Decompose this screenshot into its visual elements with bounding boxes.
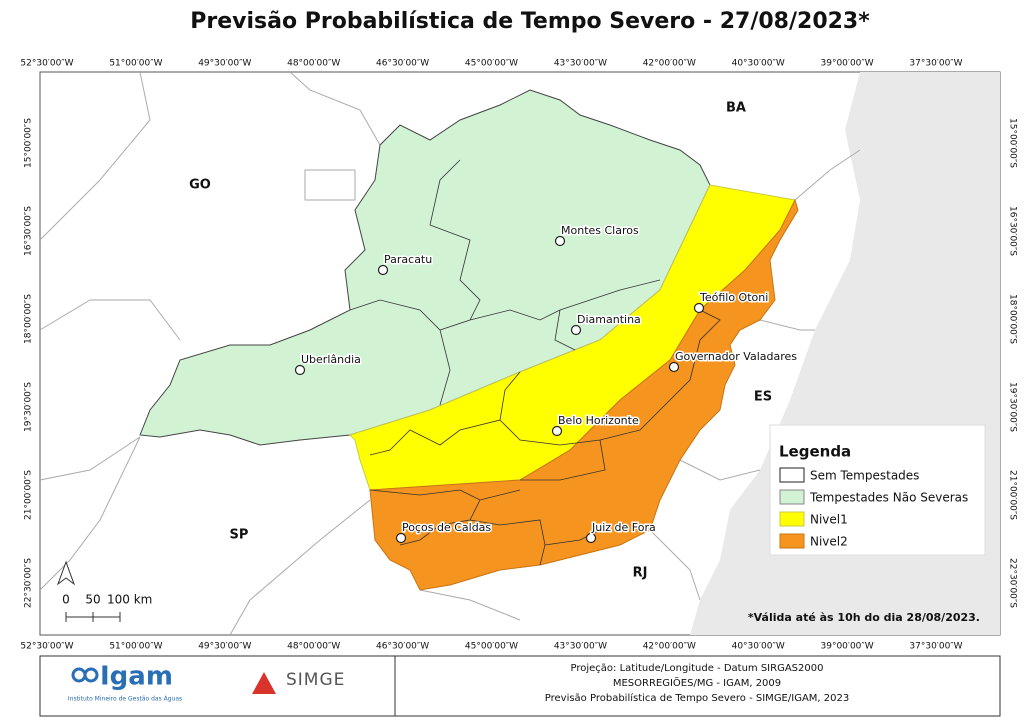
igam-subtitle: Instituto Mineiro de Gestão das Águas bbox=[68, 696, 182, 703]
longitude-label: 46°30′00″W bbox=[376, 59, 429, 69]
latitude-label: 18°00′00″S bbox=[24, 294, 34, 344]
state-label: RJ bbox=[633, 566, 648, 581]
scale-label: 50 bbox=[85, 593, 100, 607]
latitude-label: 22°30′00″S bbox=[24, 558, 34, 608]
scale-label: 100 km bbox=[107, 593, 152, 607]
legend-label: Nivel2 bbox=[810, 535, 848, 549]
latitude-label: 19°30′00″S bbox=[1008, 382, 1018, 432]
longitude-label: 45°00′00″W bbox=[465, 642, 518, 652]
longitude-label: 37°30′00″W bbox=[909, 59, 962, 69]
cities: Montes Claros Paracatu Teófilo Otoni Diaman… bbox=[294, 223, 799, 544]
longitude-label: 42°00′00″W bbox=[643, 642, 696, 652]
legend-label: Tempestades Não Severas bbox=[809, 491, 968, 505]
city-label: Montes Claros bbox=[561, 224, 639, 237]
legend-label: Nivel1 bbox=[810, 513, 848, 527]
latitude-label: 16°30′00″S bbox=[1008, 206, 1018, 256]
north-arrow bbox=[56, 560, 76, 586]
longitude-label: 52°30′00″W bbox=[20, 59, 73, 69]
title: Previsão Probabilística de Tempo Severo … bbox=[190, 9, 870, 34]
credit-line: MESORREGIÕES/MG - IGAM, 2009 bbox=[613, 676, 781, 689]
city-marker bbox=[377, 264, 389, 276]
longitude-label: 40°30′00″W bbox=[732, 642, 785, 652]
longitude-label: 37°30′00″W bbox=[909, 642, 962, 652]
city-label: Juiz de Fora bbox=[591, 521, 656, 534]
city-label: Teófilo Otoni bbox=[699, 291, 768, 304]
latitude-label: 19°30′00″S bbox=[24, 382, 34, 432]
longitude-label: 51°00′00″W bbox=[109, 642, 162, 652]
region-no-severe bbox=[139, 89, 711, 446]
longitude-label: 39°00′00″W bbox=[821, 642, 874, 652]
longitude-label: 49°30′00″W bbox=[198, 59, 251, 69]
latitude-label: 21°00′00″S bbox=[1008, 470, 1018, 520]
legend-swatch bbox=[779, 533, 805, 549]
footer bbox=[39, 655, 1001, 717]
longitude-label: 48°00′00″W bbox=[287, 642, 340, 652]
city-marker bbox=[570, 324, 582, 336]
latitude-label: 15°00′00″S bbox=[1008, 118, 1018, 168]
longitude-label: 40°30′00″W bbox=[732, 59, 785, 69]
city-label: Diamantina bbox=[577, 313, 641, 326]
city-marker bbox=[395, 532, 407, 544]
latitude-label: 16°30′00″S bbox=[24, 206, 34, 256]
state-label: SP bbox=[230, 528, 249, 543]
latitude-label: 21°00′00″S bbox=[24, 470, 34, 520]
city-marker bbox=[585, 532, 597, 544]
latitude-label: 15°00′00″S bbox=[24, 118, 34, 168]
credit-line: Projeção: Latitude/Longitude - Datum SIR… bbox=[571, 663, 824, 674]
latitude-label: 18°00′00″S bbox=[1008, 294, 1018, 344]
validity-note: *Válida até às 10h do dia 28/08/2023. bbox=[748, 611, 980, 624]
simge-logo: SIMGE bbox=[286, 670, 345, 690]
legend-title: Legenda bbox=[779, 443, 851, 461]
scale-bar bbox=[65, 612, 121, 622]
latitude-label: 22°30′00″S bbox=[1008, 558, 1018, 608]
longitude-label: 48°00′00″W bbox=[287, 59, 340, 69]
city-label: Belo Horizonte bbox=[558, 414, 639, 427]
legend: Legenda Sem Tempestades Tempestades Não … bbox=[769, 424, 986, 556]
longitude-label: 51°00′00″W bbox=[109, 59, 162, 69]
coordinate-labels: 52°30′00″W 52°30′00″W 51°00′00″W 51°00′00″W… bbox=[20, 59, 1017, 652]
region-level2 bbox=[369, 198, 799, 591]
city-label: Paracatu bbox=[384, 253, 432, 266]
city-label: Uberlândia bbox=[301, 353, 361, 366]
legend-swatch bbox=[779, 489, 805, 505]
longitude-label: 49°30′00″W bbox=[198, 642, 251, 652]
state-label: BA bbox=[726, 101, 746, 116]
longitude-label: 43°30′00″W bbox=[554, 642, 607, 652]
city-marker bbox=[693, 302, 705, 314]
longitude-label: 46°30′00″W bbox=[376, 642, 429, 652]
longitude-label: 52°30′00″W bbox=[20, 642, 73, 652]
city-marker bbox=[554, 235, 566, 247]
legend-swatch bbox=[779, 511, 805, 527]
longitude-label: 43°30′00″W bbox=[554, 59, 607, 69]
longitude-label: 39°00′00″W bbox=[821, 59, 874, 69]
legend-label: Sem Tempestades bbox=[810, 469, 919, 483]
city-marker bbox=[294, 364, 306, 376]
city-label: Governador Valadares bbox=[675, 350, 797, 363]
city-marker bbox=[551, 425, 563, 437]
city-marker bbox=[668, 361, 680, 373]
legend-swatch bbox=[779, 467, 805, 483]
city-label: Poços de Caldas bbox=[402, 521, 491, 534]
state-label: GO bbox=[189, 178, 211, 193]
state-label: ES bbox=[754, 390, 772, 405]
simge-icon bbox=[252, 672, 276, 694]
credit-line: Previsão Probabilística de Tempo Severo … bbox=[545, 692, 849, 704]
igam-logo: Igam bbox=[100, 662, 173, 692]
scale-label: 0 bbox=[62, 593, 70, 607]
longitude-label: 42°00′00″W bbox=[643, 59, 696, 69]
longitude-label: 45°00′00″W bbox=[465, 59, 518, 69]
